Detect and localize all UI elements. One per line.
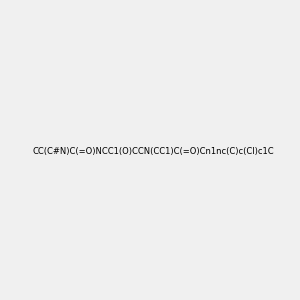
Text: CC(C#N)C(=O)NCC1(O)CCN(CC1)C(=O)Cn1nc(C)c(Cl)c1C: CC(C#N)C(=O)NCC1(O)CCN(CC1)C(=O)Cn1nc(C)… (33, 147, 274, 156)
